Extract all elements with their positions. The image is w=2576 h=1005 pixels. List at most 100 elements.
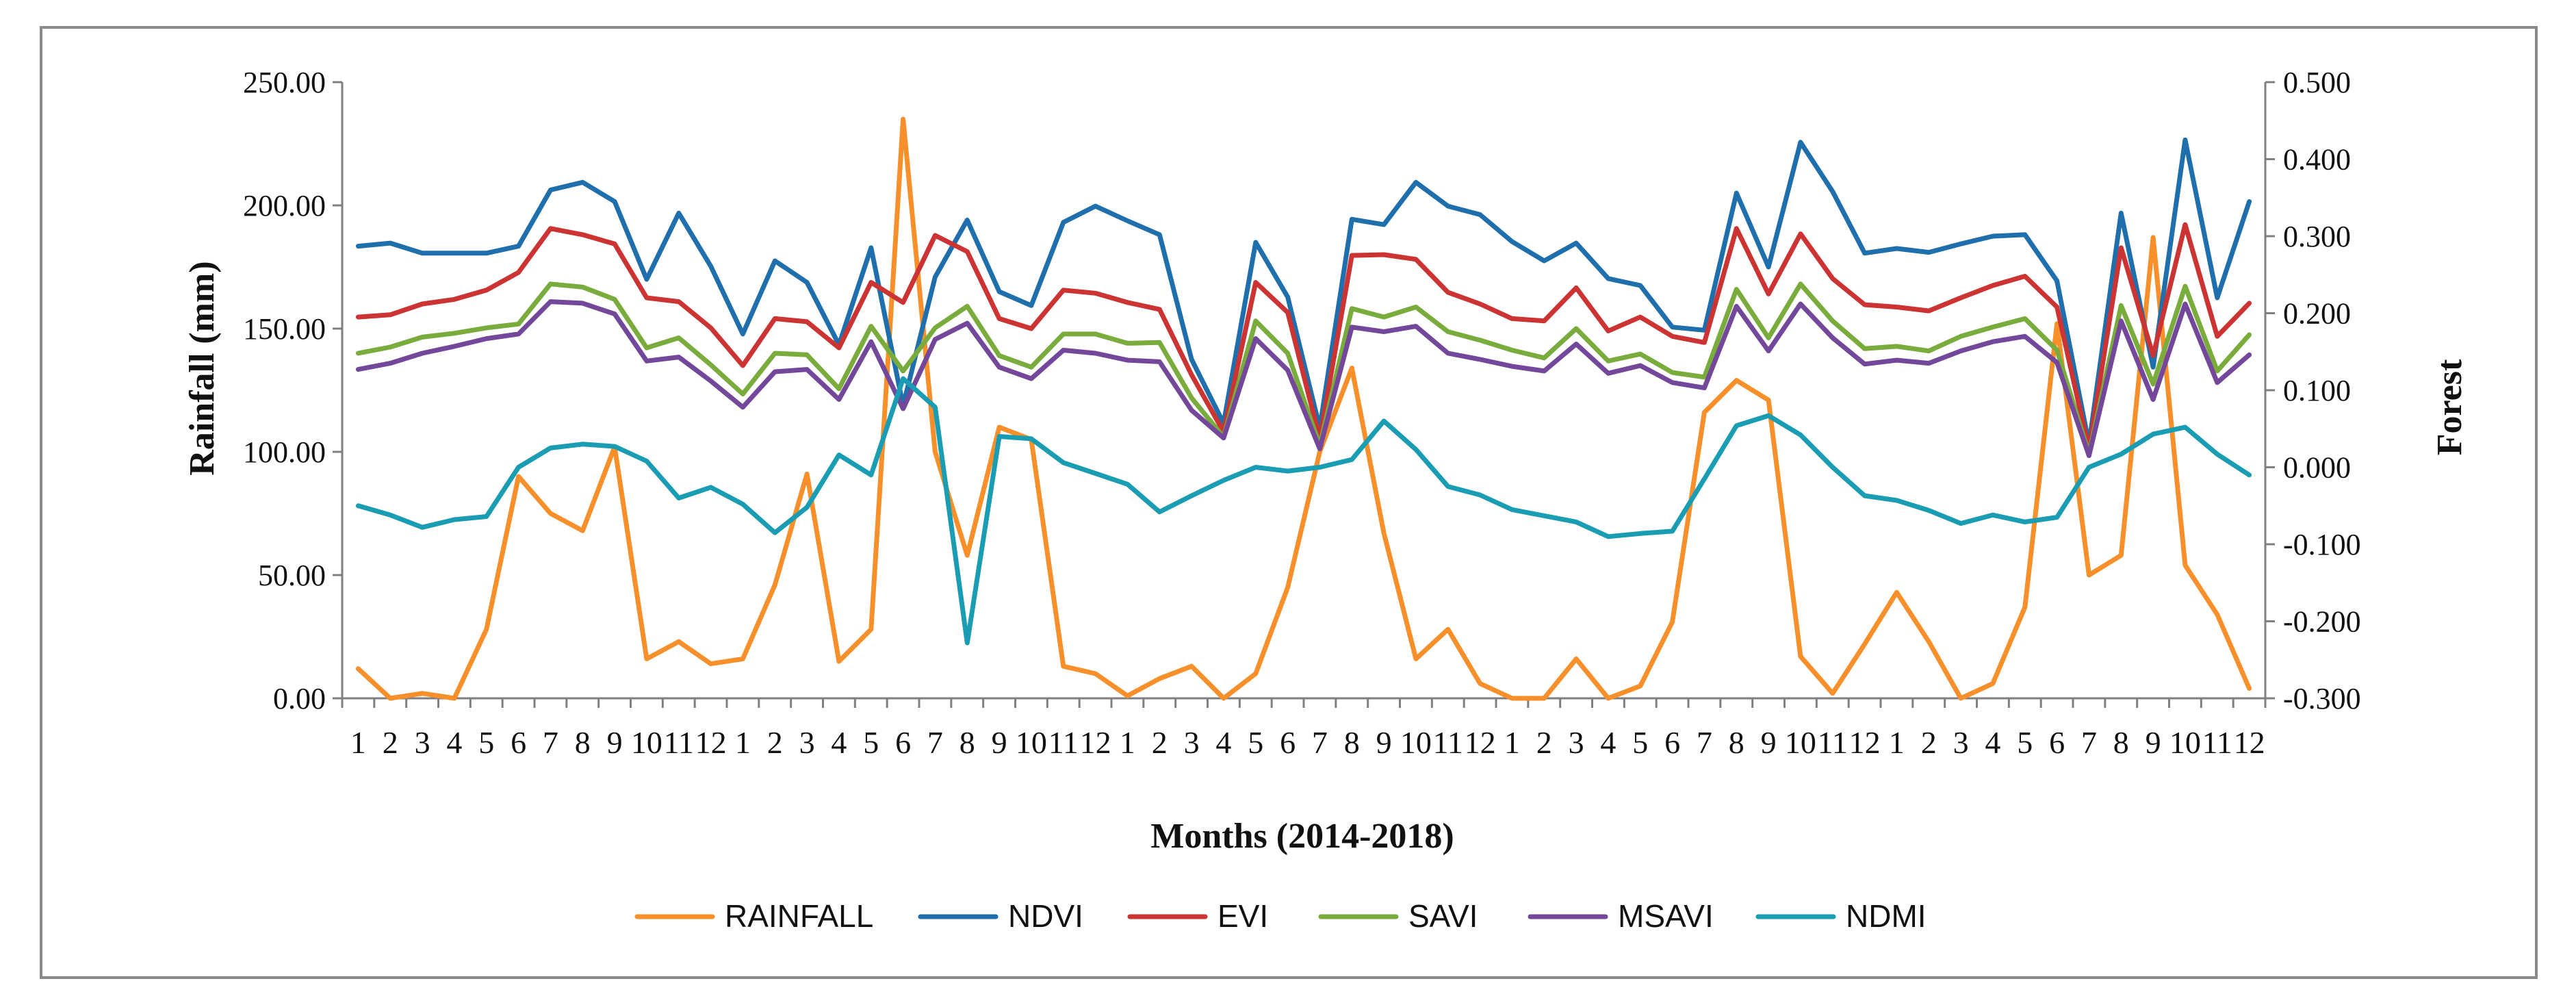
y-axis-title-right: Forest [2430, 359, 2469, 455]
x-tick-label: 3 [799, 725, 815, 760]
x-tick-label: 12 [1465, 725, 1496, 760]
y-tick-label-right: 0.200 [2283, 297, 2351, 331]
y-tick-label-left: 200.00 [243, 189, 326, 222]
y-tick-label-right: -0.100 [2283, 528, 2361, 561]
x-tick-label: 10 [1785, 725, 1816, 760]
x-tick-label: 2 [767, 725, 783, 760]
x-tick-label: 8 [1729, 725, 1744, 760]
x-tick-label: 6 [511, 725, 526, 760]
y-tick-label-left: 250.00 [243, 66, 326, 99]
x-tick-label: 1 [735, 725, 751, 760]
chart-frame [40, 26, 2538, 979]
x-tick-label: 6 [895, 725, 911, 760]
x-tick-label: 5 [2017, 725, 2033, 760]
y-tick-label-right: 0.100 [2283, 374, 2351, 407]
y-tick-label-left: 150.00 [243, 312, 326, 346]
x-tick-label: 4 [1985, 725, 2000, 760]
y-tick-label-right: 0.500 [2283, 66, 2351, 99]
legend-label: RAINFALL [725, 898, 873, 934]
x-tick-label: 1 [1120, 725, 1135, 760]
x-tick-label: 3 [1184, 725, 1200, 760]
x-tick-label: 1 [1504, 725, 1520, 760]
x-tick-label: 2 [1536, 725, 1552, 760]
legend-item-rainfall: RAINFALL [634, 898, 873, 934]
x-axis-title: Months (2014-2018) [1150, 817, 1454, 856]
series-layer [355, 116, 2252, 701]
x-tick-label: 8 [1344, 725, 1360, 760]
x-tick-label: 9 [2146, 725, 2161, 760]
legend-label: EVI [1218, 898, 1268, 934]
legend-item-msavi: MSAVI [1528, 898, 1714, 934]
y-axis-title-left: Rainfall (mm) [183, 261, 222, 475]
x-tick-label: 8 [575, 725, 591, 760]
axis-layer [333, 81, 2275, 708]
x-tick-label: 7 [1697, 725, 1712, 760]
x-tick-label: 9 [607, 725, 623, 760]
x-tick-label: 7 [927, 725, 943, 760]
legend-label: SAVI [1408, 898, 1478, 934]
series-line-savi [355, 281, 2252, 457]
y-tick-label-left: 0.00 [273, 682, 326, 715]
x-tick-label: 12 [695, 725, 727, 760]
x-tick-label: 11 [664, 725, 694, 760]
legend-item-ndmi: NDMI [1755, 898, 1927, 934]
x-tick-label: 6 [1664, 725, 1680, 760]
x-tick-label: 9 [992, 725, 1007, 760]
x-tick-label: 10 [2169, 725, 2201, 760]
x-tick-label: 4 [1215, 725, 1231, 760]
x-tick-label: 7 [2081, 725, 2097, 760]
legend-item-ndvi: NDVI [918, 898, 1083, 934]
x-tick-label: 11 [1048, 725, 1079, 760]
x-tick-label: 4 [446, 725, 462, 760]
x-tick-label: 4 [831, 725, 847, 760]
x-tick-label: 11 [1818, 725, 1848, 760]
legend: RAINFALL NDVI EVI SAVI MSAVI NDMI [634, 898, 1927, 934]
legend-item-evi: EVI [1127, 898, 1268, 934]
x-tick-label: 5 [478, 725, 494, 760]
series-line-rainfall [355, 116, 2252, 701]
y-tick-label-right: 0.000 [2283, 451, 2351, 485]
x-tick-label: 1 [350, 725, 366, 760]
y-tick-label-left: 100.00 [243, 435, 326, 469]
legend-item-savi: SAVI [1318, 898, 1478, 934]
x-tick-label: 2 [1921, 725, 1937, 760]
x-tick-label: 6 [2049, 725, 2065, 760]
x-tick-label: 4 [1600, 725, 1616, 760]
y-tick-label-right: 0.300 [2283, 220, 2351, 253]
legend-label: NDMI [1846, 898, 1927, 934]
x-tick-label: 10 [1016, 725, 1047, 760]
y-tick-label-right: 0.400 [2283, 143, 2351, 177]
legend-label: MSAVI [1618, 898, 1714, 934]
series-line-ndmi [355, 376, 2252, 646]
x-tick-label: 2 [383, 725, 398, 760]
x-tick-label: 2 [1152, 725, 1168, 760]
x-tick-label: 3 [1569, 725, 1584, 760]
x-tick-label: 8 [2113, 725, 2129, 760]
x-tick-label: 3 [1953, 725, 1969, 760]
x-tick-label: 10 [631, 725, 662, 760]
x-tick-label: 5 [1248, 725, 1263, 760]
x-tick-label: 10 [1400, 725, 1432, 760]
x-tick-label: 12 [1080, 725, 1111, 760]
x-tick-label: 11 [1433, 725, 1463, 760]
x-tick-label: 9 [1376, 725, 1392, 760]
x-tick-label: 8 [959, 725, 975, 760]
x-tick-label: 5 [1632, 725, 1648, 760]
x-tick-label: 12 [1849, 725, 1881, 760]
x-tick-label: 9 [1761, 725, 1777, 760]
x-tick-label: 11 [2202, 725, 2232, 760]
y-tick-label-right: -0.300 [2283, 682, 2361, 715]
x-tick-label: 6 [1280, 725, 1296, 760]
x-tick-label: 12 [2234, 725, 2265, 760]
x-tick-label: 3 [415, 725, 430, 760]
y-tick-label-left: 50.00 [258, 559, 326, 592]
series-line-evi [355, 222, 2252, 453]
series-line-msavi [355, 299, 2252, 459]
y-tick-label-right: -0.200 [2283, 605, 2361, 639]
x-tick-label: 7 [1312, 725, 1328, 760]
series-line-ndvi [355, 137, 2252, 447]
x-tick-label: 7 [543, 725, 558, 760]
tick-layer: 0.00 50.00 100.00 150.00 200.00 250.00 -0.300 -… [243, 66, 2361, 760]
x-tick-label: 1 [1889, 725, 1905, 760]
